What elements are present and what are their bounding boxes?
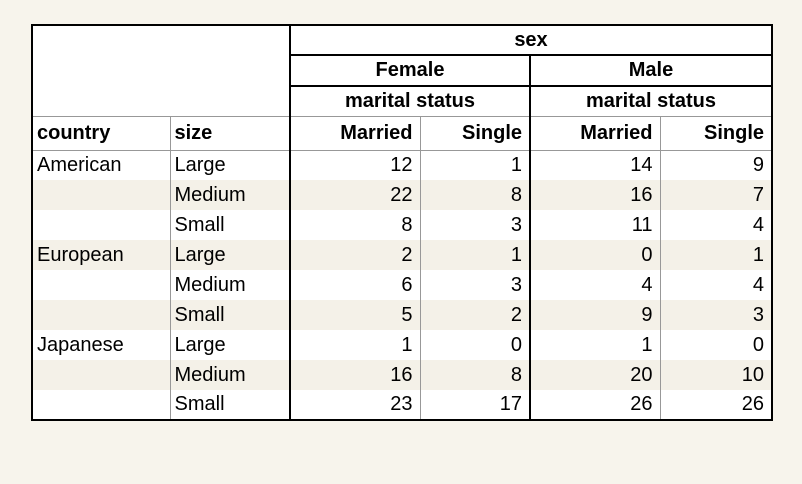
country-cell: European bbox=[37, 243, 124, 266]
value-cell: 11 bbox=[529, 210, 660, 240]
value-cell: 6 bbox=[289, 270, 420, 300]
value-cell: 16 bbox=[289, 360, 420, 390]
value-cell: 1 bbox=[659, 240, 772, 270]
table-row: Small 5 2 9 3 bbox=[32, 300, 772, 330]
value-cell: 4 bbox=[659, 270, 772, 300]
value-cell: 16 bbox=[529, 180, 660, 210]
value-cell: 26 bbox=[529, 390, 660, 420]
table-row: Medium 22 8 16 7 bbox=[32, 180, 772, 210]
country-cell: Japanese bbox=[37, 333, 124, 356]
value-cell: 20 bbox=[529, 360, 660, 390]
female-group-header: Female bbox=[289, 55, 530, 87]
value-cell: 17 bbox=[419, 390, 530, 420]
value-cell: 3 bbox=[419, 270, 530, 300]
header-row-columns: country size Married Single Married Sing… bbox=[32, 116, 772, 151]
country-cell bbox=[32, 180, 170, 210]
value-cell: 1 bbox=[289, 330, 420, 360]
sex-header: sex bbox=[289, 25, 772, 56]
size-cell: Small bbox=[169, 210, 290, 240]
country-cell: American bbox=[37, 153, 122, 176]
size-cell: Medium bbox=[169, 360, 290, 390]
value-cell: 1 bbox=[419, 240, 530, 270]
table-row: Small 8 3 11 4 bbox=[32, 210, 772, 240]
value-cell: 2 bbox=[289, 240, 420, 270]
country-column-header: country bbox=[32, 116, 170, 151]
table-row: Small 23 17 26 26 bbox=[32, 390, 772, 420]
value-cell: 14 bbox=[529, 150, 660, 180]
female-married-column-header: Married bbox=[289, 116, 420, 151]
value-cell: 26 bbox=[659, 390, 772, 420]
male-group-header: Male bbox=[529, 55, 772, 87]
country-cell bbox=[32, 390, 170, 420]
value-cell: 0 bbox=[529, 240, 660, 270]
value-cell: 23 bbox=[289, 390, 420, 420]
male-married-column-header: Married bbox=[529, 116, 660, 151]
header-row-sex: sex bbox=[32, 25, 772, 117]
contingency-table: sex Female Male marital status marital s… bbox=[31, 24, 773, 421]
value-cell: 7 bbox=[659, 180, 772, 210]
value-cell: 22 bbox=[289, 180, 420, 210]
size-cell: Small bbox=[169, 390, 290, 420]
female-marital-status-header: marital status bbox=[289, 86, 530, 117]
table-row: American Large 12 1 14 9 bbox=[32, 150, 772, 180]
value-cell: 0 bbox=[659, 330, 772, 360]
size-cell: Large bbox=[169, 150, 290, 180]
value-cell: 0 bbox=[419, 330, 530, 360]
corner-cell bbox=[32, 25, 290, 117]
value-cell: 12 bbox=[289, 150, 420, 180]
size-cell: Medium bbox=[169, 180, 290, 210]
header-row-sex-values: Female Male bbox=[32, 55, 772, 87]
value-cell: 9 bbox=[659, 150, 772, 180]
table-row: European Large 2 1 0 1 bbox=[32, 240, 772, 270]
male-single-column-header: Single bbox=[659, 116, 772, 151]
value-cell: 3 bbox=[419, 210, 530, 240]
value-cell: 1 bbox=[529, 330, 660, 360]
value-cell: 9 bbox=[529, 300, 660, 330]
value-cell: 2 bbox=[419, 300, 530, 330]
size-column-header: size bbox=[169, 116, 290, 151]
male-marital-status-header: marital status bbox=[529, 86, 772, 117]
size-cell: Large bbox=[169, 240, 290, 270]
size-cell: Large bbox=[169, 330, 290, 360]
country-cell bbox=[32, 270, 170, 300]
value-cell: 3 bbox=[659, 300, 772, 330]
table-row: Medium 6 3 4 4 bbox=[32, 270, 772, 300]
value-cell: 8 bbox=[419, 360, 530, 390]
country-cell bbox=[32, 210, 170, 240]
value-cell: 4 bbox=[529, 270, 660, 300]
value-cell: 5 bbox=[289, 300, 420, 330]
header-row-marital-status: marital status marital status bbox=[32, 86, 772, 117]
value-cell: 8 bbox=[419, 180, 530, 210]
female-single-column-header: Single bbox=[419, 116, 530, 151]
size-cell: Medium bbox=[169, 270, 290, 300]
value-cell: 8 bbox=[289, 210, 420, 240]
table-row: Japanese Large 1 0 1 0 bbox=[32, 330, 772, 360]
value-cell: 10 bbox=[659, 360, 772, 390]
country-cell bbox=[32, 360, 170, 390]
country-cell bbox=[32, 300, 170, 330]
table-row: Medium 16 8 20 10 bbox=[32, 360, 772, 390]
value-cell: 4 bbox=[659, 210, 772, 240]
size-cell: Small bbox=[169, 300, 290, 330]
value-cell: 1 bbox=[419, 150, 530, 180]
